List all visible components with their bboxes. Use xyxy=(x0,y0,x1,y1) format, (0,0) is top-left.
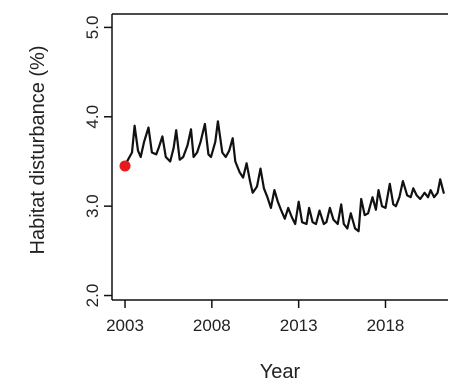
x-axis-label: Year xyxy=(260,361,301,383)
y-axis-label: Habitat disturbance (%) xyxy=(27,46,49,255)
y-tick-label: 3.0 xyxy=(83,194,102,218)
y-tick-label: 2.0 xyxy=(83,284,102,308)
y-tick-label: 5.0 xyxy=(83,16,102,40)
x-tick-label: 2013 xyxy=(280,316,318,335)
series-line xyxy=(123,120,445,233)
x-tick-label: 2018 xyxy=(367,316,405,335)
start-point-marker xyxy=(119,160,131,172)
plot-area xyxy=(119,120,445,233)
chart-axes xyxy=(111,13,448,301)
x-tick-label: 2003 xyxy=(106,316,144,335)
x-axis: 2003 2008 2013 2018 xyxy=(106,300,404,335)
y-axis: 2.0 3.0 4.0 5.0 xyxy=(83,16,112,308)
x-tick-label: 2008 xyxy=(193,316,231,335)
y-tick-label: 4.0 xyxy=(83,105,102,129)
